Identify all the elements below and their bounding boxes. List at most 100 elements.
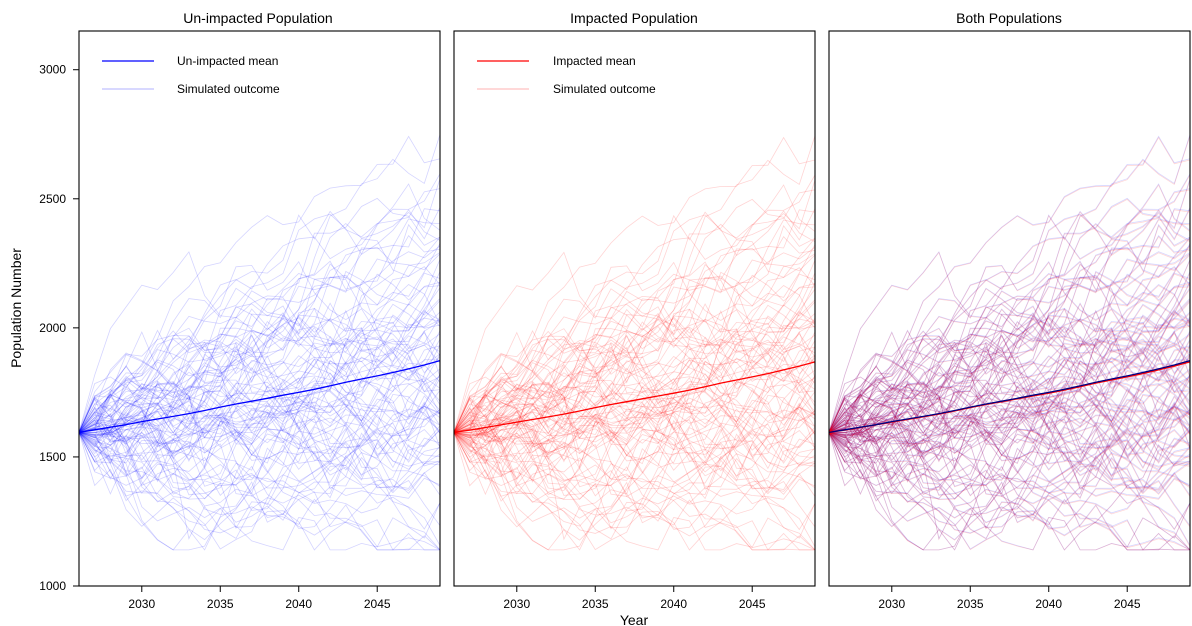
simulated-line-unimpacted: [78, 398, 441, 551]
simulated-line-impacted: [453, 333, 816, 443]
x-tick-label: 2035: [582, 597, 609, 611]
simulated-line-impacted: [453, 322, 816, 458]
simulated-line-both-unimpacted: [828, 353, 1191, 480]
simulated-line-both-unimpacted: [828, 281, 1191, 447]
simulated-line-impacted: [453, 277, 816, 433]
simulated-line-both-impacted: [828, 334, 1191, 451]
simulated-line-both-unimpacted: [828, 327, 1191, 433]
simulated-line-both-impacted: [828, 398, 1191, 541]
simulated-line-both-impacted: [828, 402, 1191, 524]
simulated-line-impacted: [453, 363, 816, 434]
simulated-line-both-impacted: [828, 209, 1191, 433]
x-tick-label: 2035: [957, 597, 984, 611]
simulated-line-both-unimpacted: [828, 300, 1191, 455]
simulated-line-unimpacted: [78, 432, 441, 551]
simulated-line-both-impacted: [828, 314, 1191, 434]
simulated-line-unimpacted: [78, 358, 441, 448]
simulated-line-both-unimpacted: [828, 316, 1191, 481]
simulated-line-unimpacted: [78, 284, 441, 436]
simulated-line-impacted: [453, 398, 816, 541]
simulated-line-unimpacted: [78, 276, 441, 433]
simulated-line-both-impacted: [828, 310, 1191, 437]
y-tick-label: 2500: [39, 192, 66, 206]
simulated-line-unimpacted: [78, 276, 441, 433]
simulated-line-both-impacted: [828, 312, 1191, 464]
simulated-line-both-impacted: [828, 288, 1191, 433]
simulated-line-unimpacted: [78, 271, 441, 496]
simulated-line-both-impacted: [828, 303, 1191, 433]
simulated-line-both-impacted: [829, 339, 1191, 436]
panel-impacted-means: [453, 361, 816, 434]
simulated-line-unimpacted: [78, 355, 441, 495]
simulated-line-both-impacted: [828, 334, 1191, 481]
simulated-line-unimpacted: [78, 334, 441, 436]
simulated-line-impacted: [453, 355, 816, 541]
simulated-line-both-unimpacted: [828, 413, 1191, 486]
simulated-line-both-unimpacted: [828, 405, 1191, 511]
simulated-line-both-impacted: [828, 432, 1191, 500]
simulated-line-both-unimpacted: [828, 432, 1191, 551]
simulated-line-unimpacted: [78, 408, 441, 551]
simulated-line-both-unimpacted: [828, 367, 1191, 450]
simulated-line-impacted: [453, 325, 816, 439]
simulated-line-impacted: [453, 384, 816, 496]
simulated-line-impacted: [453, 375, 816, 500]
simulated-line-both-impacted: [828, 285, 1191, 436]
simulated-line-impacted: [453, 340, 816, 436]
simulated-line-both-unimpacted: [828, 324, 1191, 438]
simulated-line-unimpacted: [78, 330, 441, 444]
simulated-line-both-unimpacted: [828, 359, 1191, 440]
simulated-line-unimpacted: [78, 359, 441, 440]
simulated-line-impacted: [453, 427, 816, 551]
simulated-line-both-impacted: [828, 334, 1191, 436]
simulated-line-both-unimpacted: [828, 243, 1191, 438]
simulated-line-both-impacted: [828, 411, 1191, 493]
simulated-line-both-unimpacted: [828, 432, 1191, 499]
simulated-line-both-impacted: [828, 198, 1191, 456]
simulated-line-both-unimpacted: [828, 209, 1191, 458]
simulated-line-unimpacted: [78, 432, 441, 551]
simulated-line-unimpacted: [79, 332, 441, 442]
panel-title-impacted: Impacted Population: [570, 10, 698, 26]
simulated-line-impacted: [453, 408, 815, 551]
simulated-line-both-unimpacted: [828, 432, 1191, 551]
simulated-line-both-impacted: [828, 408, 1190, 551]
simulated-line-impacted: [453, 402, 816, 524]
simulated-line-both-impacted: [828, 427, 1191, 551]
legend-label-impacted-sim: Simulated outcome: [553, 82, 656, 96]
simulated-line-impacted: [453, 246, 816, 433]
simulated-line-impacted: [453, 322, 816, 445]
simulated-line-both-unimpacted: [828, 411, 1191, 493]
simulated-line-impacted: [453, 321, 816, 449]
y-axis-title: Population Number: [8, 248, 24, 368]
simulated-line-impacted: [453, 379, 816, 454]
y-tick-label: 1500: [39, 450, 66, 464]
simulated-line-unimpacted: [78, 370, 441, 462]
simulated-line-impacted: [453, 314, 816, 434]
simulated-line-impacted: [453, 411, 816, 493]
simulated-line-unimpacted: [78, 432, 441, 551]
simulated-line-both-unimpacted: [828, 339, 1191, 435]
simulated-line-unimpacted: [78, 321, 441, 445]
y-tick-label: 3000: [39, 63, 66, 77]
panel-unimpacted-means: [78, 359, 441, 434]
simulated-line-impacted: [453, 432, 816, 551]
simulated-line-impacted: [453, 313, 816, 476]
simulated-line-both-impacted: [828, 370, 1191, 463]
simulated-line-both-unimpacted: [828, 355, 1191, 495]
simulated-line-unimpacted: [78, 197, 441, 455]
simulated-line-impacted: [453, 406, 816, 512]
simulated-line-both-unimpacted: [828, 208, 1191, 433]
simulated-line-both-unimpacted: [828, 320, 1191, 448]
simulated-line-both-unimpacted: [828, 428, 1191, 529]
panel-title-unimpacted: Un-impacted Population: [183, 10, 332, 26]
simulated-line-impacted: [453, 415, 816, 506]
simulated-line-both-impacted: [828, 391, 1191, 460]
simulated-line-impacted: [453, 428, 816, 530]
simulated-line-unimpacted: [78, 333, 441, 481]
simulated-line-impacted: [453, 136, 816, 446]
simulated-line-both-impacted: [828, 247, 1191, 433]
simulated-line-both-unimpacted: [828, 330, 1191, 444]
simulated-line-both-impacted: [828, 345, 1191, 452]
